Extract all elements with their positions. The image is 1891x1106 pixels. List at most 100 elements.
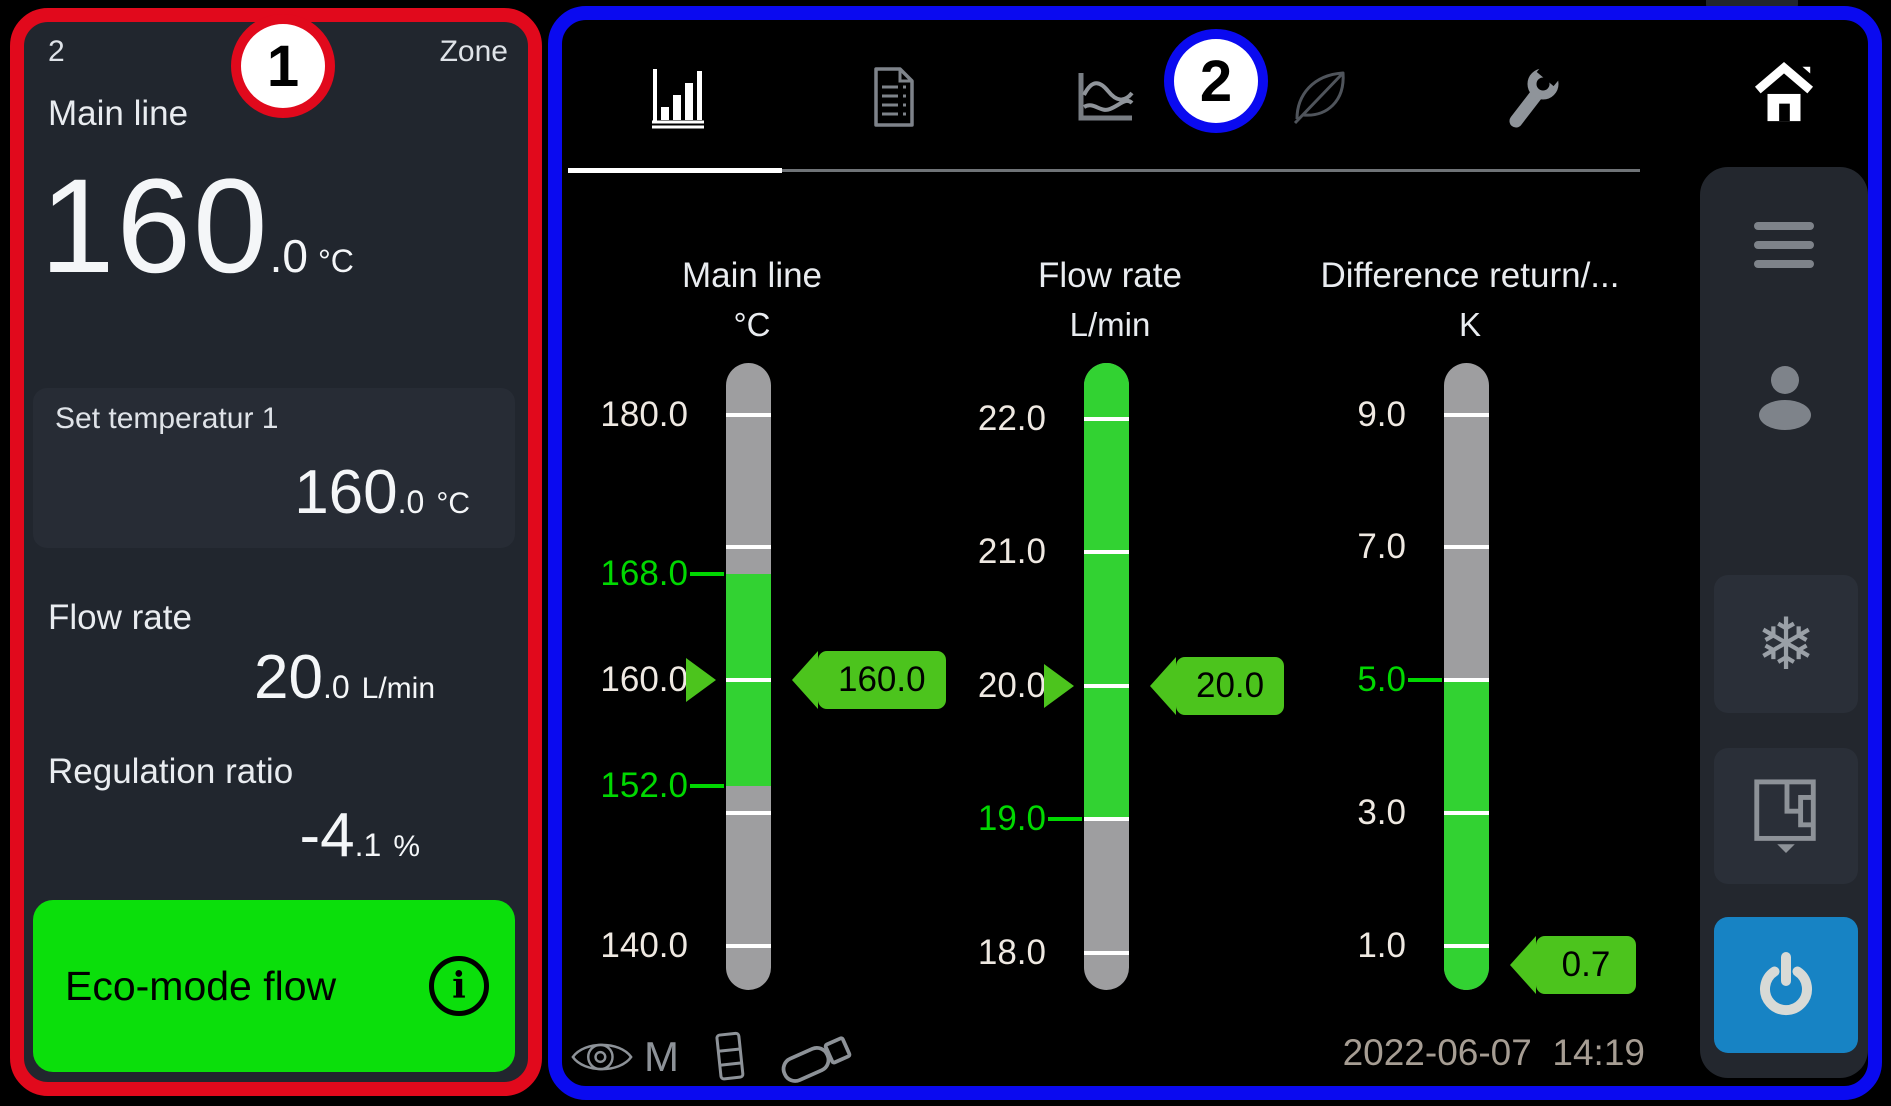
gauge-tick-label: 140.0 xyxy=(600,925,688,965)
datetime-display: 2022-06-07 14:19 xyxy=(1262,1032,1645,1074)
gauge-title: Main line xyxy=(681,256,823,295)
gauge-tick-label: 19.0 xyxy=(977,799,1046,839)
gauge-tick-line xyxy=(1084,683,1129,688)
set-temperature-card[interactable]: Set temperatur 1 160 .0 °C xyxy=(33,388,515,548)
regulation-ratio-unit: % xyxy=(393,830,420,863)
gauge-value-tag: 20.0 xyxy=(1150,656,1285,715)
tab-bar-divider xyxy=(782,169,1640,172)
eco-mode-flow-button[interactable]: Eco-mode flow i xyxy=(33,900,515,1072)
gauge-limit-dash xyxy=(1408,678,1442,683)
regulation-ratio-value-int: -4 xyxy=(299,801,355,870)
value-tag-text: 20.0 xyxy=(1176,656,1285,715)
gauge-setpoint-marker xyxy=(686,658,716,703)
gauge-tick-label: 18.0 xyxy=(977,932,1046,972)
gauge-title: Flow rate xyxy=(1038,256,1182,295)
gauge-tick-line xyxy=(726,545,771,550)
gauge-tick-line xyxy=(1444,412,1489,417)
status-bar: M xyxy=(568,1028,859,1086)
menu-button[interactable] xyxy=(1754,222,1814,279)
info-icon[interactable]: i xyxy=(429,956,489,1016)
gauge-tube xyxy=(1084,363,1129,990)
main-line-value: 160 .0 °C xyxy=(40,150,354,303)
gauge-tick-line xyxy=(1084,550,1129,555)
flow-rate-value-dec: .0 xyxy=(322,669,350,705)
menu-icon xyxy=(1754,222,1814,230)
active-tab-indicator xyxy=(568,168,782,173)
monitor-mode-letter: M xyxy=(644,1033,679,1080)
trend-chart-icon xyxy=(1078,73,1134,121)
gauge-tube xyxy=(726,363,771,990)
tab-service[interactable] xyxy=(1494,59,1570,135)
cooling-button[interactable]: ❄ xyxy=(1714,575,1858,713)
gauge-tick-line xyxy=(726,810,771,815)
gauge-tick-label: 1.0 xyxy=(1357,925,1406,965)
regulation-ratio-value: -4 .1 % xyxy=(299,800,420,871)
set-temperature-value: 160 .0 °C xyxy=(294,457,470,528)
gauge-tick-line xyxy=(1084,817,1129,822)
mold-icon xyxy=(1754,779,1816,854)
user-icon xyxy=(1771,366,1799,394)
gauge-green-zone xyxy=(1084,363,1129,820)
time-text: 14:19 xyxy=(1552,1032,1645,1073)
main-line-value-int: 160 xyxy=(40,152,270,301)
gauge-tick-line xyxy=(726,412,771,417)
annotation-badge-2-number: 2 xyxy=(1199,48,1233,114)
mold-select-button[interactable] xyxy=(1714,748,1858,884)
annotation-badge-1: 1 xyxy=(231,14,335,118)
value-tag-arrow xyxy=(1150,656,1176,715)
set-temperature-label: Set temperatur 1 xyxy=(55,402,279,435)
gauge-tick-line xyxy=(1444,943,1489,948)
gauge-tick-label: 160.0 xyxy=(600,660,688,700)
gauge-limit-dash xyxy=(690,784,724,789)
value-tag-arrow xyxy=(792,651,818,710)
gauge-tick-label: 5.0 xyxy=(1357,660,1406,700)
power-button[interactable] xyxy=(1714,917,1858,1053)
gauge-tick-label: 168.0 xyxy=(600,553,688,593)
gauge-tick-line xyxy=(726,943,771,948)
gauge-tick-label: 7.0 xyxy=(1357,527,1406,567)
tab-trends[interactable] xyxy=(1066,59,1142,135)
report-icon xyxy=(874,67,914,127)
gauge-tick-label: 152.0 xyxy=(600,766,688,806)
gauge-tick-line xyxy=(1444,678,1489,683)
gauge-unit: L/min xyxy=(1069,306,1151,343)
leaf-icon xyxy=(1293,71,1345,125)
gauge-flow-rate: Flow rate L/min 22.0 21.0 20.0 19.0 18.0 20.0 xyxy=(920,232,1300,1072)
flow-rate-label: Flow rate xyxy=(48,598,192,637)
monitor-eye-icon xyxy=(571,1043,633,1071)
gauge-main-line: Main line °C 180.0 168.0 160.0 152.0 140.0 160.… xyxy=(562,232,946,1072)
tab-eco[interactable] xyxy=(1281,59,1357,135)
user-button[interactable] xyxy=(1749,363,1821,435)
tab-report[interactable] xyxy=(854,59,930,135)
home-button[interactable] xyxy=(1700,20,1867,163)
gauge-tick-line xyxy=(1084,417,1129,422)
regulation-ratio-value-dec: .1 xyxy=(354,827,382,863)
flow-rate-value: 20 .0 L/min xyxy=(254,642,435,713)
value-tag-arrow xyxy=(1510,936,1536,995)
gauge-limit-dash xyxy=(1048,817,1082,822)
main-line-unit: °C xyxy=(317,243,354,279)
value-tag-text: 0.7 xyxy=(1536,936,1636,995)
gauge-tick-label: 180.0 xyxy=(600,394,688,434)
flow-rate-value-int: 20 xyxy=(253,643,323,712)
main-line-value-dec: .0 xyxy=(269,230,308,282)
gauge-difference: Difference return/... K 9.0 7.0 5.0 3.0 1.0 0.7 xyxy=(1280,232,1660,1072)
value-tag-text: 160.0 xyxy=(818,651,946,710)
zone-label: Zone xyxy=(439,35,508,68)
gauge-tube xyxy=(1444,363,1489,990)
bar-chart-icon xyxy=(652,69,704,129)
gauge-tick-label: 3.0 xyxy=(1357,792,1406,832)
gauge-title: Difference return/... xyxy=(1320,256,1620,295)
tab-bar-chart[interactable] xyxy=(640,59,716,135)
memory-module-icon xyxy=(715,1031,745,1081)
zone-number: 2 xyxy=(48,35,65,68)
zone-panel: 1 2 Zone Main line 160 .0 °C Set tempera… xyxy=(10,8,542,1096)
gauge-unit: °C xyxy=(733,306,771,343)
power-icon xyxy=(1760,952,1812,1015)
wrench-icon xyxy=(1509,61,1564,128)
gauge-value-tag: 0.7 xyxy=(1510,936,1636,995)
gauge-tick-line xyxy=(1444,810,1489,815)
eco-mode-flow-label: Eco-mode flow xyxy=(65,962,337,1009)
date-text: 2022-06-07 xyxy=(1342,1032,1532,1073)
